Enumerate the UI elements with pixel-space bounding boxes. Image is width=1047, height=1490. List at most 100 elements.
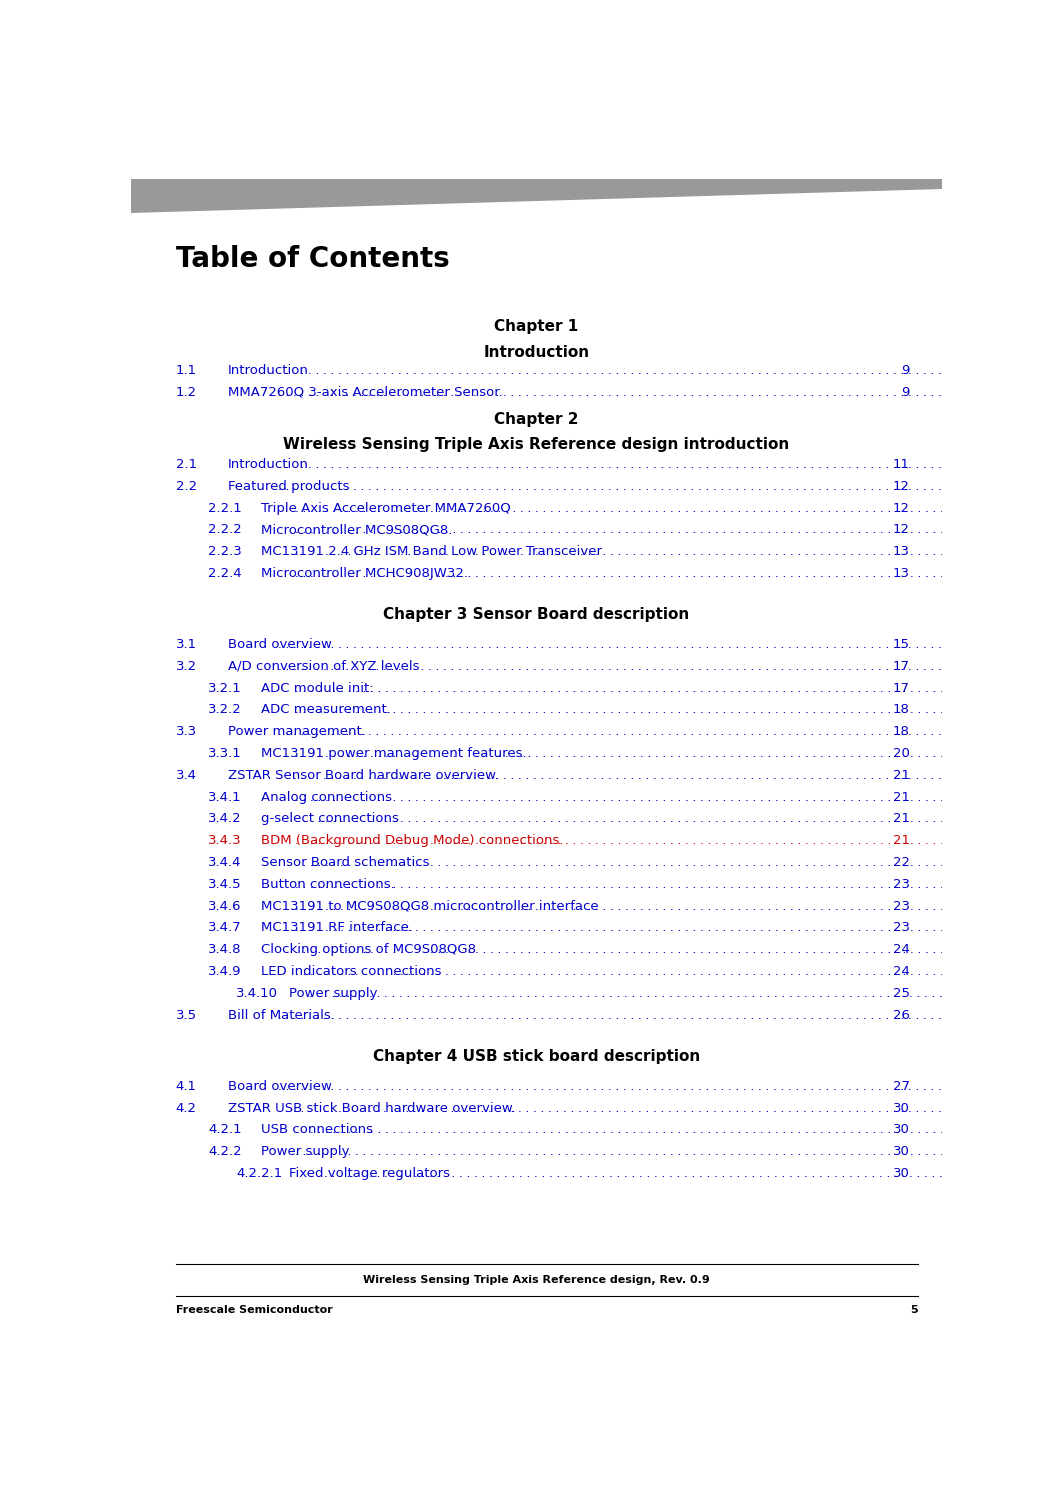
Text: . . . . . . . . . . . . . . . . . . . . . . . . . . . . . . . . . . . . . . . . : . . . . . . . . . . . . . . . . . . . . … <box>279 386 1047 399</box>
Text: Fixed voltage regulators: Fixed voltage regulators <box>289 1167 450 1180</box>
Text: 30: 30 <box>893 1146 910 1158</box>
Text: 3.3: 3.3 <box>176 726 197 739</box>
Text: 1.2: 1.2 <box>176 386 197 399</box>
Polygon shape <box>131 179 942 213</box>
Text: . . . . . . . . . . . . . . . . . . . . . . . . . . . . . . . . . . . . . . . . : . . . . . . . . . . . . . . . . . . . . … <box>294 545 1047 559</box>
Text: . . . . . . . . . . . . . . . . . . . . . . . . . . . . . . . . . . . . . . . . : . . . . . . . . . . . . . . . . . . . . … <box>294 943 1047 957</box>
Text: 3.4.8: 3.4.8 <box>208 943 242 957</box>
Text: . . . . . . . . . . . . . . . . . . . . . . . . . . . . . . . . . . . . . . . . : . . . . . . . . . . . . . . . . . . . . … <box>294 900 1047 913</box>
Text: . . . . . . . . . . . . . . . . . . . . . . . . . . . . . . . . . . . . . . . . : . . . . . . . . . . . . . . . . . . . . … <box>279 1080 1047 1092</box>
Text: . . . . . . . . . . . . . . . . . . . . . . . . . . . . . . . . . . . . . . . . : . . . . . . . . . . . . . . . . . . . . … <box>294 568 1047 580</box>
Text: . . . . . . . . . . . . . . . . . . . . . . . . . . . . . . . . . . . . . . . . : . . . . . . . . . . . . . . . . . . . . … <box>279 1009 1047 1022</box>
Text: 21: 21 <box>893 791 910 803</box>
Text: 3.2.1: 3.2.1 <box>208 682 242 694</box>
Text: 12: 12 <box>893 480 910 493</box>
Text: Button connections.: Button connections. <box>261 878 395 891</box>
Text: 3.5: 3.5 <box>176 1009 197 1022</box>
Text: 2.2.2: 2.2.2 <box>208 523 242 536</box>
Text: 3.4.9: 3.4.9 <box>208 966 242 977</box>
Text: 3.4: 3.4 <box>176 769 197 782</box>
Text: 3.4.6: 3.4.6 <box>208 900 242 913</box>
Text: Power supply: Power supply <box>289 986 378 1000</box>
Text: A/D conversion of XYZ levels: A/D conversion of XYZ levels <box>228 660 420 673</box>
Text: 13: 13 <box>893 545 910 559</box>
Text: BDM (Background Debug Mode) connections.: BDM (Background Debug Mode) connections. <box>261 834 563 848</box>
Text: 9: 9 <box>901 364 910 377</box>
Text: . . . . . . . . . . . . . . . . . . . . . . . . . . . . . . . . . . . . . . . . : . . . . . . . . . . . . . . . . . . . . … <box>279 769 1047 782</box>
Text: . . . . . . . . . . . . . . . . . . . . . . . . . . . . . . . . . . . . . . . . : . . . . . . . . . . . . . . . . . . . . … <box>279 1101 1047 1115</box>
Text: LED indicators connections: LED indicators connections <box>261 966 441 977</box>
Text: Chapter 1: Chapter 1 <box>494 319 579 334</box>
Text: Power management.: Power management. <box>228 726 366 739</box>
Text: . . . . . . . . . . . . . . . . . . . . . . . . . . . . . . . . . . . . . . . . : . . . . . . . . . . . . . . . . . . . . … <box>294 921 1047 934</box>
Text: 9: 9 <box>901 386 910 399</box>
Text: . . . . . . . . . . . . . . . . . . . . . . . . . . . . . . . . . . . . . . . . : . . . . . . . . . . . . . . . . . . . . … <box>309 1167 1047 1180</box>
Text: 4.1: 4.1 <box>176 1080 197 1092</box>
Text: . . . . . . . . . . . . . . . . . . . . . . . . . . . . . . . . . . . . . . . . : . . . . . . . . . . . . . . . . . . . . … <box>279 638 1047 651</box>
Text: 3.4.10: 3.4.10 <box>237 986 279 1000</box>
Text: 27: 27 <box>893 1080 910 1092</box>
Text: . . . . . . . . . . . . . . . . . . . . . . . . . . . . . . . . . . . . . . . . : . . . . . . . . . . . . . . . . . . . . … <box>294 791 1047 803</box>
Text: 26: 26 <box>893 1009 910 1022</box>
Text: 22: 22 <box>893 857 910 869</box>
Text: 2.2: 2.2 <box>176 480 197 493</box>
Text: 17: 17 <box>893 660 910 673</box>
Text: 21: 21 <box>893 834 910 848</box>
Text: 11: 11 <box>893 457 910 471</box>
Text: 4.2.2: 4.2.2 <box>208 1146 242 1158</box>
Text: . . . . . . . . . . . . . . . . . . . . . . . . . . . . . . . . . . . . . . . . : . . . . . . . . . . . . . . . . . . . . … <box>294 966 1047 977</box>
Text: Clocking options of MC9S08QG8: Clocking options of MC9S08QG8 <box>261 943 475 957</box>
Text: 24: 24 <box>893 943 910 957</box>
Text: 3.3.1: 3.3.1 <box>208 746 242 760</box>
Text: 3.2.2: 3.2.2 <box>208 703 242 717</box>
Text: ADC measurement.: ADC measurement. <box>261 703 391 717</box>
Text: Introduction: Introduction <box>228 364 309 377</box>
Text: Sensor Board schematics: Sensor Board schematics <box>261 857 429 869</box>
Text: . . . . . . . . . . . . . . . . . . . . . . . . . . . . . . . . . . . . . . . . : . . . . . . . . . . . . . . . . . . . . … <box>294 502 1047 514</box>
Text: Power supply: Power supply <box>261 1146 350 1158</box>
Text: 30: 30 <box>893 1167 910 1180</box>
Text: Introduction: Introduction <box>484 344 589 359</box>
Text: Analog connections: Analog connections <box>261 791 392 803</box>
Text: 5: 5 <box>910 1305 918 1316</box>
Text: . . . . . . . . . . . . . . . . . . . . . . . . . . . . . . . . . . . . . . . . : . . . . . . . . . . . . . . . . . . . . … <box>279 457 1047 471</box>
Text: 3.4.5: 3.4.5 <box>208 878 242 891</box>
Text: 3.4.4: 3.4.4 <box>208 857 242 869</box>
Text: . . . . . . . . . . . . . . . . . . . . . . . . . . . . . . . . . . . . . . . . : . . . . . . . . . . . . . . . . . . . . … <box>294 523 1047 536</box>
Text: 18: 18 <box>893 726 910 739</box>
Text: . . . . . . . . . . . . . . . . . . . . . . . . . . . . . . . . . . . . . . . . : . . . . . . . . . . . . . . . . . . . . … <box>294 878 1047 891</box>
Text: ZSTAR Sensor Board hardware overview.: ZSTAR Sensor Board hardware overview. <box>228 769 499 782</box>
Text: . . . . . . . . . . . . . . . . . . . . . . . . . . . . . . . . . . . . . . . . : . . . . . . . . . . . . . . . . . . . . … <box>294 746 1047 760</box>
Text: Chapter 4 USB stick board description: Chapter 4 USB stick board description <box>373 1049 700 1064</box>
Text: 3.4.2: 3.4.2 <box>208 812 242 825</box>
Text: Introduction: Introduction <box>228 457 309 471</box>
Text: 30: 30 <box>893 1123 910 1137</box>
Text: g-select connections: g-select connections <box>261 812 399 825</box>
Text: ADC module init:: ADC module init: <box>261 682 374 694</box>
Text: ZSTAR USB stick Board hardware overview.: ZSTAR USB stick Board hardware overview. <box>228 1101 516 1115</box>
Text: 4.2.1: 4.2.1 <box>208 1123 242 1137</box>
Text: 4.2: 4.2 <box>176 1101 197 1115</box>
Text: 3.2: 3.2 <box>176 660 197 673</box>
Text: 2.2.3: 2.2.3 <box>208 545 242 559</box>
Text: 13: 13 <box>893 568 910 580</box>
Text: . . . . . . . . . . . . . . . . . . . . . . . . . . . . . . . . . . . . . . . . : . . . . . . . . . . . . . . . . . . . . … <box>309 986 1047 1000</box>
Text: Microcontroller MCHC908JW32.: Microcontroller MCHC908JW32. <box>261 568 468 580</box>
Text: 1.1: 1.1 <box>176 364 197 377</box>
Text: MC13191 to MC9S08QG8 microcontroller interface: MC13191 to MC9S08QG8 microcontroller int… <box>261 900 598 913</box>
Text: . . . . . . . . . . . . . . . . . . . . . . . . . . . . . . . . . . . . . . . . : . . . . . . . . . . . . . . . . . . . . … <box>294 812 1047 825</box>
Text: Featured products: Featured products <box>228 480 350 493</box>
Text: 23: 23 <box>893 878 910 891</box>
Text: . . . . . . . . . . . . . . . . . . . . . . . . . . . . . . . . . . . . . . . . : . . . . . . . . . . . . . . . . . . . . … <box>279 660 1047 673</box>
Text: Chapter 3 Sensor Board description: Chapter 3 Sensor Board description <box>383 608 690 623</box>
Text: MC13191 RF interface.: MC13191 RF interface. <box>261 921 413 934</box>
Text: . . . . . . . . . . . . . . . . . . . . . . . . . . . . . . . . . . . . . . . . : . . . . . . . . . . . . . . . . . . . . … <box>294 682 1047 694</box>
Text: 15: 15 <box>893 638 910 651</box>
Text: 3.1: 3.1 <box>176 638 197 651</box>
Text: Microcontroller MC9S08QG8.: Microcontroller MC9S08QG8. <box>261 523 452 536</box>
Text: 21: 21 <box>893 812 910 825</box>
Text: 2.2.1: 2.2.1 <box>208 502 242 514</box>
Text: 4.2.2.1: 4.2.2.1 <box>237 1167 283 1180</box>
Text: . . . . . . . . . . . . . . . . . . . . . . . . . . . . . . . . . . . . . . . . : . . . . . . . . . . . . . . . . . . . . … <box>294 834 1047 848</box>
Text: 3.4.3: 3.4.3 <box>208 834 242 848</box>
